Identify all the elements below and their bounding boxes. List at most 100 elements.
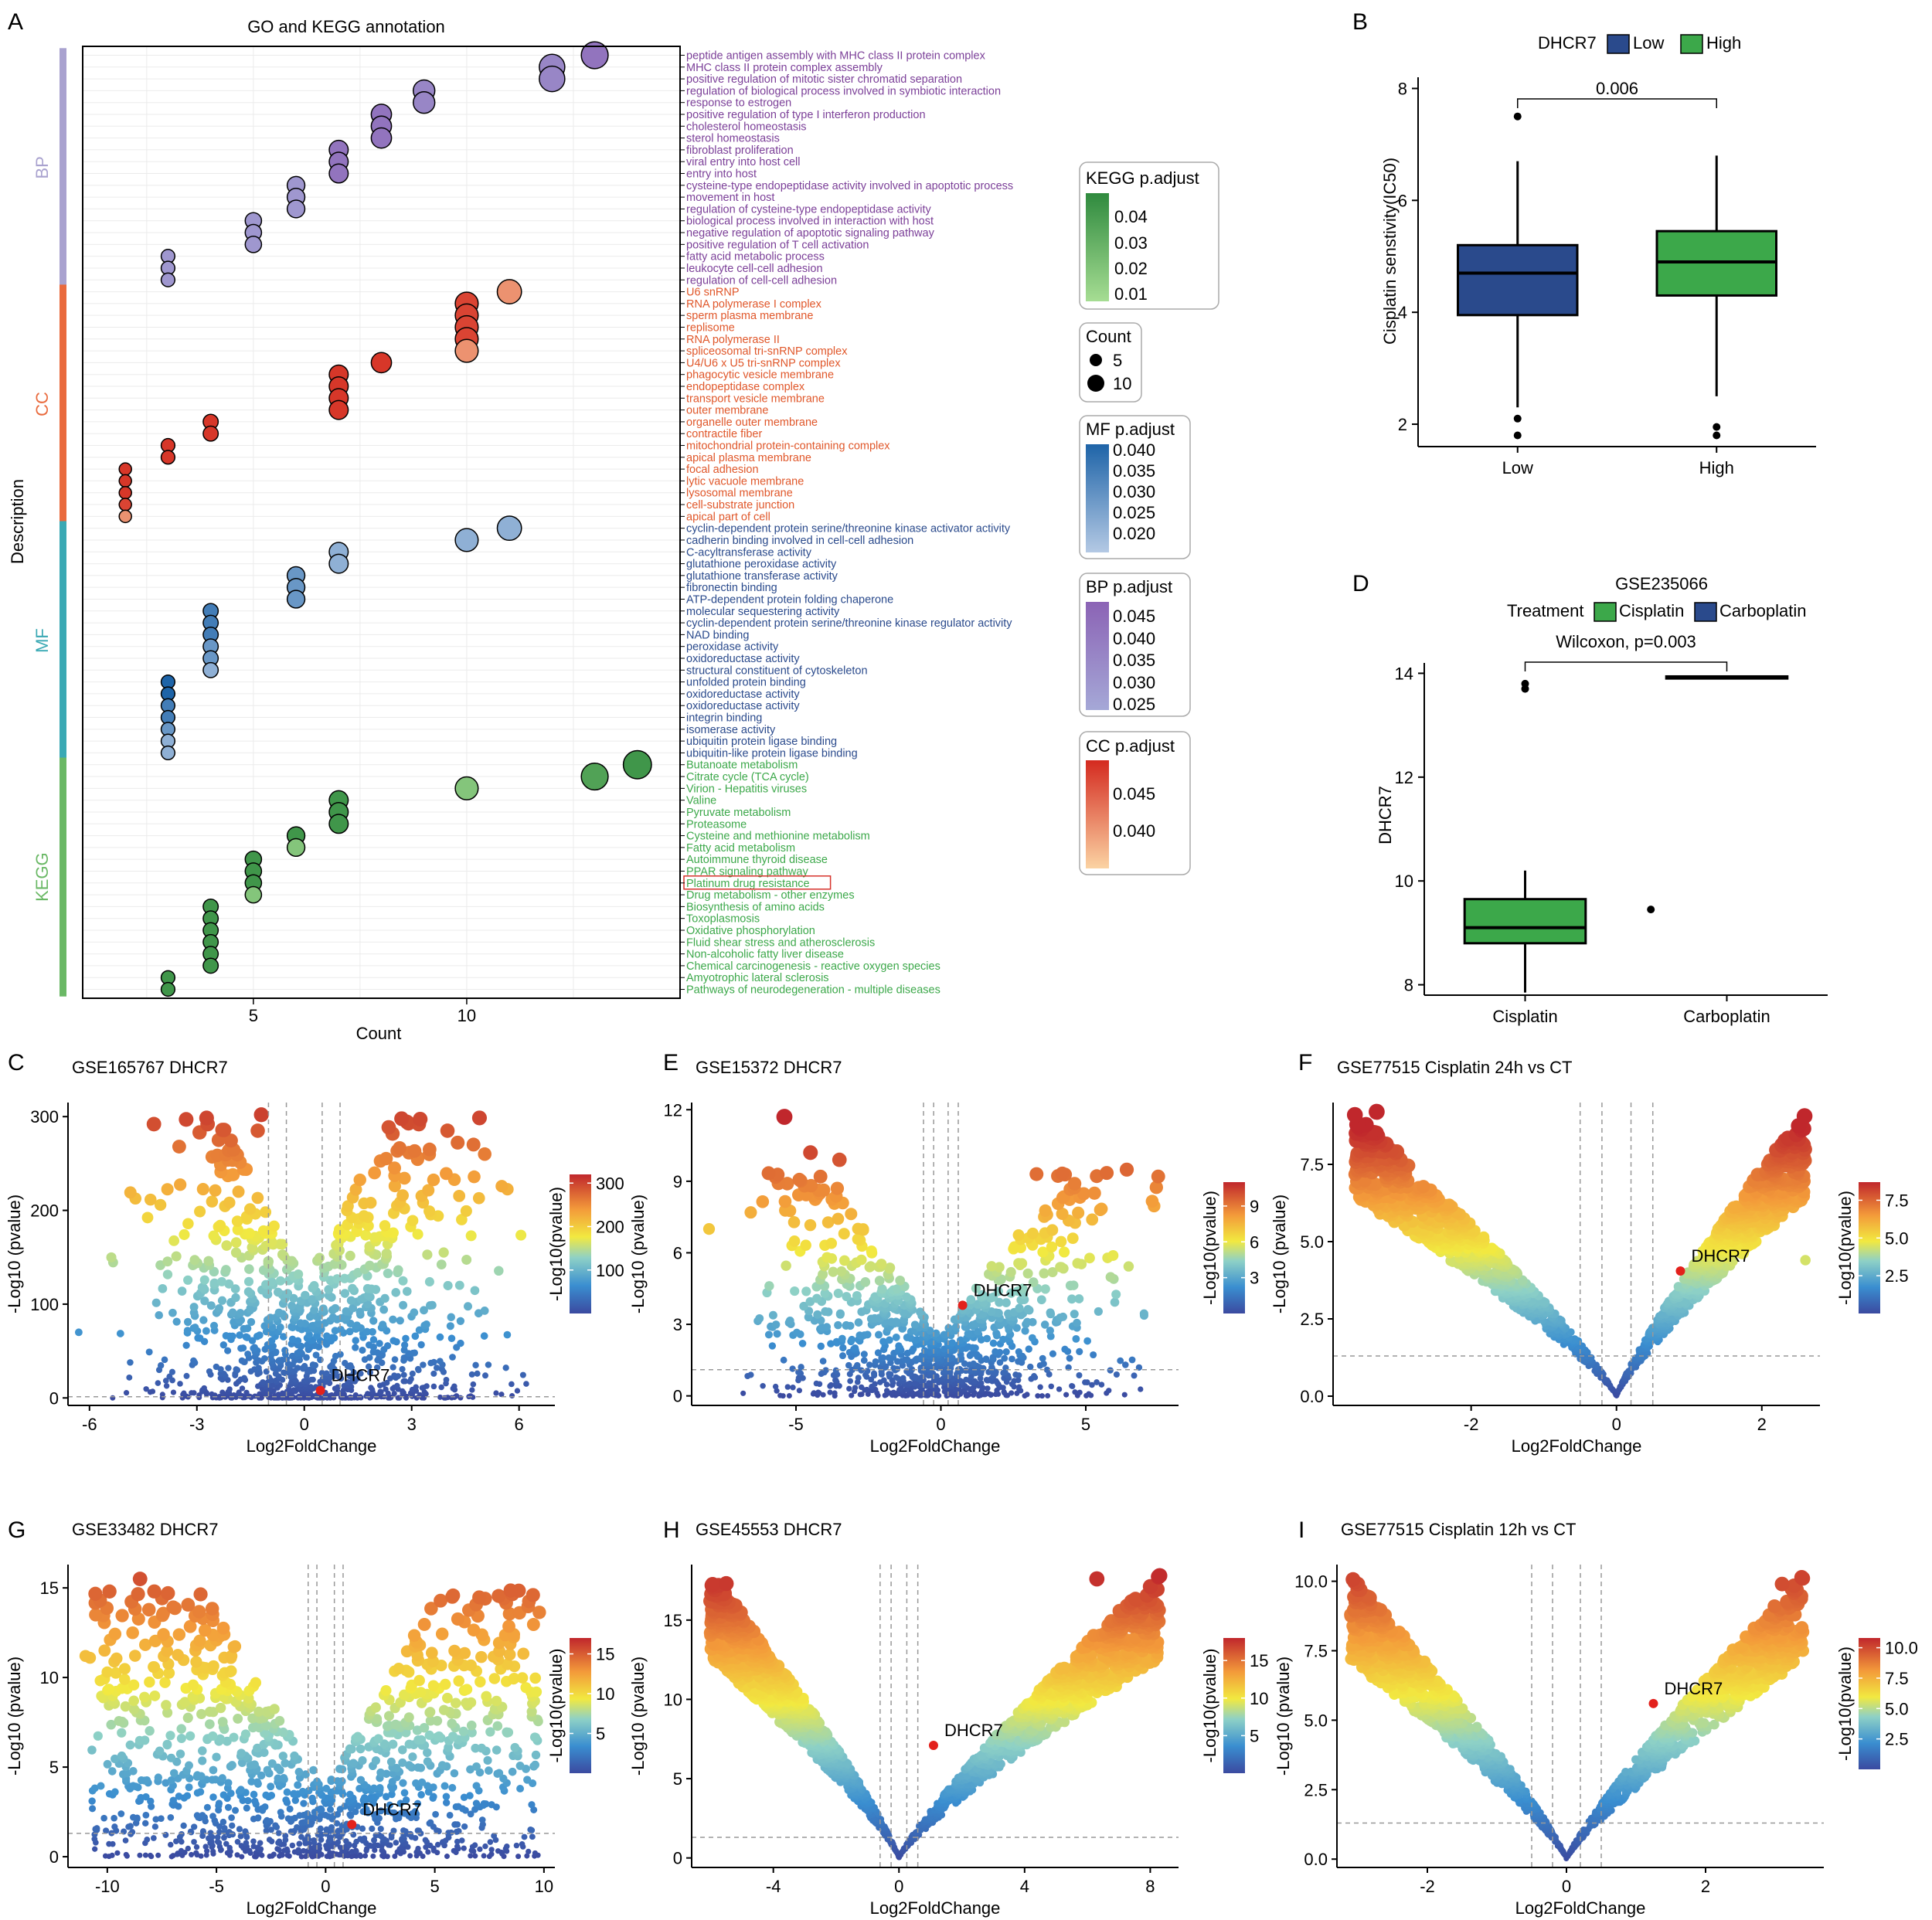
panel-a-term-label: Fatty acid metabolism xyxy=(686,842,795,855)
vol-F-gene-label: DHCR7 xyxy=(1691,1246,1750,1266)
vol-C-point xyxy=(357,1370,364,1377)
vol-E-point xyxy=(886,1371,893,1378)
vol-C-point xyxy=(376,1340,383,1347)
vol-C-point xyxy=(347,1362,354,1369)
vol-G-point xyxy=(444,1854,450,1860)
vol-E-point xyxy=(971,1385,977,1391)
vol-E-point xyxy=(1086,1213,1099,1226)
vol-E-point xyxy=(744,1206,757,1219)
vol-G-point xyxy=(142,1811,150,1819)
vol-E-point xyxy=(872,1381,878,1388)
vol-C-point xyxy=(355,1307,365,1317)
vol-G-point xyxy=(529,1833,536,1840)
vol-G-point xyxy=(257,1840,264,1847)
panel-a-term-label: ubiquitin-like protein ligase binding xyxy=(686,747,858,760)
vol-C-xtick-label: -6 xyxy=(82,1415,97,1434)
vol-C-point xyxy=(231,1293,240,1303)
vol-E-point xyxy=(798,1339,807,1347)
vol-C-point xyxy=(269,1342,277,1350)
vol-C-point xyxy=(294,1364,301,1371)
vol-C-point xyxy=(182,1341,190,1349)
vol-C-point xyxy=(252,1393,258,1399)
vol-G-point xyxy=(243,1840,250,1847)
vol-G-point xyxy=(158,1815,165,1822)
vol-C-point xyxy=(191,1324,199,1332)
vol-E-point xyxy=(1107,1249,1119,1261)
vol-G-point xyxy=(117,1810,125,1817)
vol-G-point xyxy=(415,1845,421,1852)
vol-G-point xyxy=(471,1842,478,1848)
vol-E-point xyxy=(1039,1268,1049,1279)
panel-a-dot xyxy=(328,163,349,184)
vol-E-point xyxy=(893,1374,900,1381)
vol-C-gene-label: DHCR7 xyxy=(332,1366,390,1385)
vol-C-point xyxy=(154,1198,167,1211)
vol-C-point xyxy=(354,1375,361,1382)
vol-E-point xyxy=(910,1320,920,1329)
vol-C-point xyxy=(352,1321,361,1330)
vol-C-point xyxy=(436,1333,444,1341)
panel-a-term-label: fibronectin binding xyxy=(686,582,777,594)
vol-E-point xyxy=(817,1183,831,1197)
vol-E-point xyxy=(1012,1229,1025,1242)
vol-E-point xyxy=(790,1385,796,1391)
vol-G-point xyxy=(91,1846,98,1852)
vol-G-point xyxy=(477,1846,483,1853)
vol-E-point xyxy=(1055,1235,1067,1248)
legend-kegg-tick: 0.02 xyxy=(1114,259,1148,278)
vol-C-xtick-label: -3 xyxy=(189,1415,205,1434)
vol-E-point xyxy=(1072,1206,1085,1219)
vol-C-point xyxy=(494,1266,504,1276)
panel-a-term-label: Non-alcoholic fatty liver disease xyxy=(686,949,844,961)
vol-C-point xyxy=(216,1276,227,1286)
panel-a-term-label: Pathways of neurodegeneration - multiple… xyxy=(686,984,940,997)
vol-E-point xyxy=(860,1351,868,1358)
vol-C-point xyxy=(443,1280,453,1290)
vol-C-point xyxy=(324,1285,334,1294)
vol-C-point xyxy=(417,1341,425,1349)
vol-C-point xyxy=(217,1296,227,1305)
panel-letter-e: E xyxy=(663,1050,679,1076)
vol-C-point xyxy=(206,1195,219,1208)
vol-C-point xyxy=(143,1386,149,1392)
vol-C-ytick-label: 200 xyxy=(30,1201,59,1221)
vol-G-point xyxy=(203,1803,211,1811)
vol-C-point xyxy=(275,1276,285,1286)
vol-C-point xyxy=(303,1354,310,1361)
vol-E-point xyxy=(1002,1348,1010,1356)
vol-C-point xyxy=(172,1317,181,1326)
vol-C-point xyxy=(349,1183,362,1196)
vol-C-point xyxy=(241,1375,247,1381)
vol-G-point xyxy=(178,1830,185,1837)
vol-E-point xyxy=(948,1339,957,1347)
legend-mf-tick: 0.025 xyxy=(1113,503,1155,522)
vol-E-point xyxy=(760,1383,766,1389)
vol-E-point xyxy=(1123,1261,1134,1272)
vol-E-point xyxy=(1068,1280,1079,1290)
legend-bp-tick: 0.040 xyxy=(1113,629,1155,648)
vol-C-point xyxy=(230,1284,240,1293)
vol-C-point xyxy=(232,1185,245,1198)
vol-G-point xyxy=(151,1823,159,1830)
B-plot-outlier xyxy=(1713,423,1721,431)
vol-E-point xyxy=(813,1169,828,1184)
vol-C-point xyxy=(222,1331,230,1340)
vol-C-point xyxy=(379,1220,391,1232)
legend-cc-tick: 0.040 xyxy=(1113,821,1155,841)
vol-C-xtick-label: 0 xyxy=(300,1415,309,1434)
panel-a-dotplot: GO and KEGG annotation Count Description… xyxy=(8,17,1219,1043)
vol-E-point xyxy=(892,1317,900,1327)
vol-C-colorbar-tick-label: 100 xyxy=(596,1261,624,1280)
vol-C-point xyxy=(478,1147,492,1161)
vol-C-point xyxy=(403,1393,410,1399)
vol-C-point xyxy=(272,1348,280,1356)
panel-a-dot xyxy=(118,474,132,488)
vol-C-point xyxy=(291,1394,297,1400)
panel-a-group-label-kegg: KEGG xyxy=(32,852,52,902)
panel-a-term-label: movement in host xyxy=(686,192,774,204)
vol-C-point xyxy=(151,1298,161,1307)
vol-G-point xyxy=(322,1784,331,1793)
vol-G-point xyxy=(276,1838,283,1845)
